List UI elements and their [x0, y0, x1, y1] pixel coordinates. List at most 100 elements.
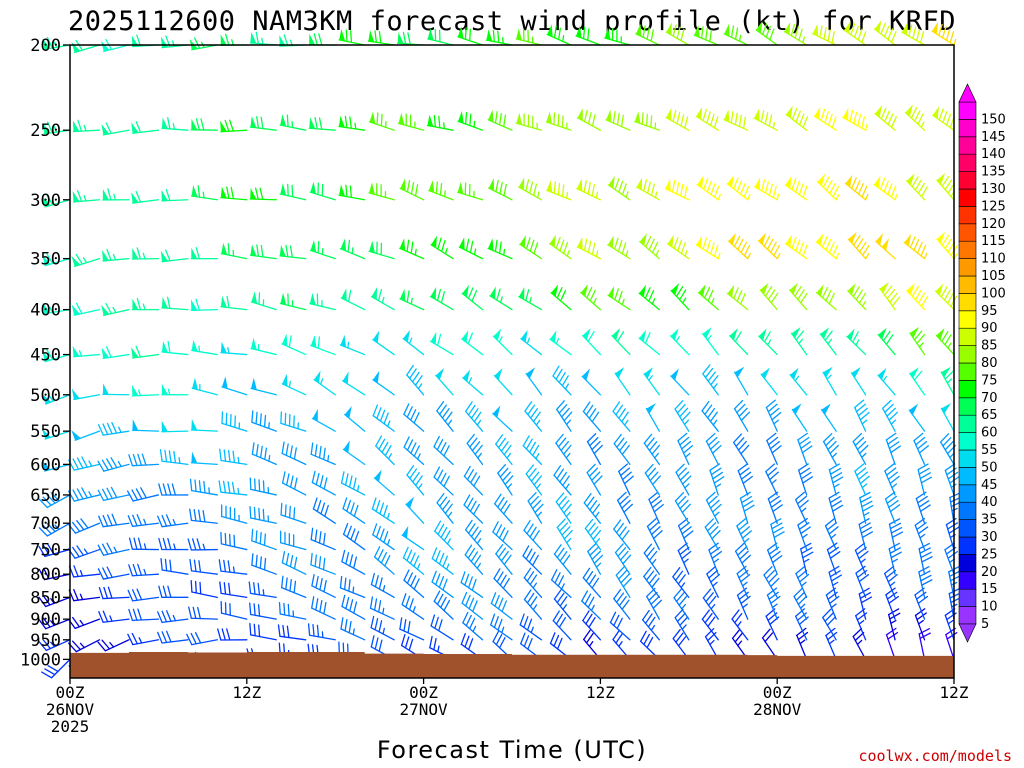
wind-barb [525, 464, 543, 496]
wind-barb [843, 21, 867, 46]
colorbar-label: 140 [981, 147, 1006, 162]
wind-barb [795, 565, 810, 598]
wind-barb [42, 460, 71, 472]
wind-barb [587, 542, 604, 575]
wind-barb [406, 464, 425, 496]
colorbar-bottom-arrow [958, 623, 977, 643]
wind-barb [607, 235, 631, 260]
wind-barb [706, 565, 721, 598]
wind-barb [664, 178, 690, 201]
wind-barb [901, 22, 926, 46]
wind-barb [635, 23, 660, 46]
wind-barb [636, 177, 660, 201]
wind-barb [277, 624, 307, 641]
wind-barb [611, 328, 631, 356]
wind-barb [906, 283, 929, 311]
wind-barb [789, 367, 808, 396]
wind-barb [158, 585, 189, 598]
wind-barb [161, 340, 189, 356]
wind-barb [709, 463, 725, 496]
wind-barb [310, 527, 336, 551]
wind-barb [249, 244, 277, 260]
wind-barb [734, 542, 751, 575]
wind-barb [338, 184, 366, 201]
colorbar-label: 75 [981, 373, 998, 388]
wind-barb [515, 112, 543, 131]
wind-barb [280, 575, 307, 598]
wind-barb [885, 627, 899, 661]
wind-barb [614, 543, 632, 575]
wind-barb [665, 107, 690, 131]
wind-barb [220, 242, 248, 260]
y-tick-label: 500 [30, 386, 61, 406]
wind-barb [495, 434, 513, 466]
wind-barb [340, 288, 366, 311]
colorbar-label: 5 [981, 617, 989, 632]
wind-barb [576, 236, 602, 260]
wind-barb [944, 463, 960, 496]
wind-barb [68, 565, 101, 578]
x-tick-label: 12Z [940, 683, 969, 702]
wind-barb [249, 116, 277, 131]
y-tick-label: 650 [30, 486, 61, 506]
wind-barb [339, 238, 366, 260]
wind-barb [523, 589, 543, 620]
wind-barb [525, 367, 543, 396]
wind-barb [190, 298, 218, 312]
wind-barb [575, 25, 602, 46]
wind-barb [584, 518, 602, 551]
wind-barb [520, 329, 543, 356]
wind-barb [68, 456, 101, 471]
wind-barb [609, 611, 631, 641]
wind-barb [492, 328, 513, 356]
credit-text: coolwx.com/models [858, 747, 1012, 765]
wind-barb [847, 231, 870, 260]
wind-barb [852, 627, 867, 661]
wind-barb [855, 565, 870, 598]
y-axis: 200 250 300 350 400 450 500 550 600 650 700 750 800 8… [20, 36, 70, 670]
wind-barb [695, 235, 721, 260]
wind-barb [617, 491, 633, 524]
wind-barb [281, 471, 307, 496]
wind-barb [190, 118, 218, 131]
wind-barb [341, 594, 366, 620]
wind-barb [518, 177, 543, 201]
wind-barb [220, 341, 248, 356]
y-tick-label: 700 [30, 514, 61, 534]
wind-barb [576, 108, 602, 131]
wind-barb [67, 639, 101, 653]
wind-barb [643, 566, 660, 598]
wind-barb [98, 610, 130, 623]
wind-barb [932, 106, 955, 131]
wind-barb [402, 329, 425, 356]
wind-barb [402, 546, 425, 575]
wind-barb [38, 522, 71, 537]
wind-barb [934, 283, 958, 311]
wind-barb [705, 491, 722, 524]
wind-barb [702, 364, 719, 396]
colorbar-label: 30 [981, 530, 998, 545]
x-tick-label: 12Z [586, 683, 615, 702]
wind-barb [160, 35, 189, 49]
wind-barb [519, 235, 543, 260]
wind-barb [430, 331, 454, 356]
y-tick-label: 400 [30, 301, 61, 321]
wind-barb [607, 286, 631, 311]
wind-barb [580, 284, 602, 311]
colorbar-label: 55 [981, 443, 998, 458]
wind-barb [546, 24, 572, 46]
x-tick-label: 2025 [51, 717, 90, 736]
wind-barb [816, 173, 840, 201]
wind-barb [877, 367, 896, 396]
wind-barb [344, 406, 366, 432]
wind-barb [71, 302, 101, 316]
wind-barb [644, 463, 661, 496]
wind-barb [427, 28, 454, 46]
wind-barb [401, 525, 425, 551]
wind-barb [705, 432, 722, 466]
wind-barb [726, 284, 749, 311]
wind-barb [791, 403, 808, 432]
wind-barb [157, 514, 189, 528]
wind-barb [913, 432, 929, 466]
